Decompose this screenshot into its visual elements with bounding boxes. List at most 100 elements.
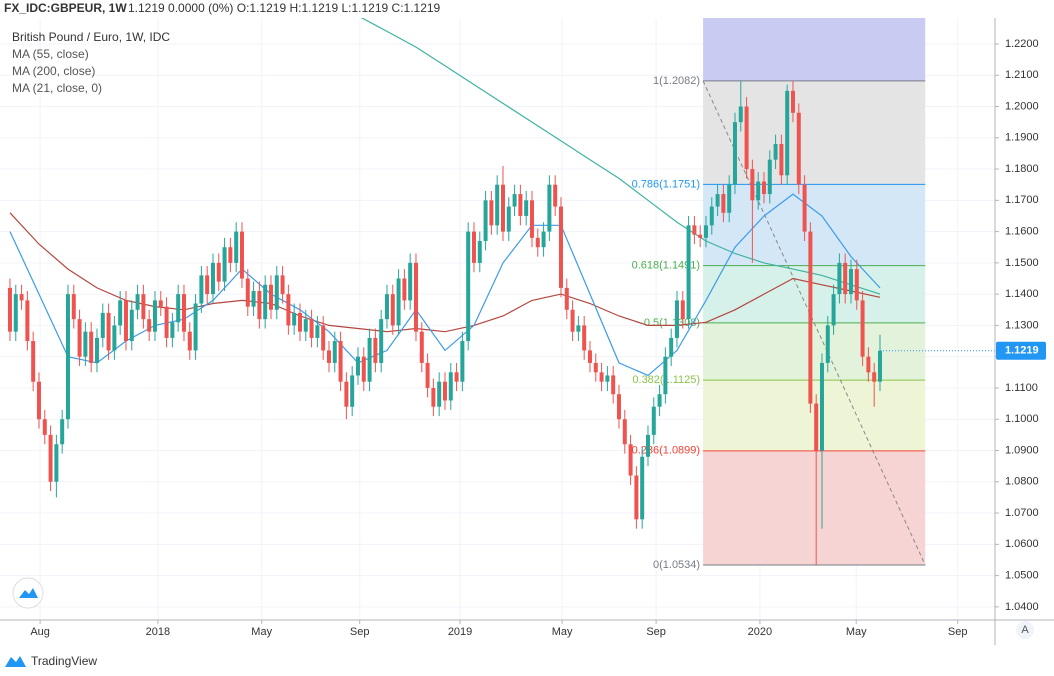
candle-body [77, 319, 82, 357]
candle-body [31, 341, 36, 382]
brand-name: TradingView [31, 654, 97, 668]
candle-body [176, 294, 181, 323]
y-tick-label: 1.1300 [1005, 319, 1039, 331]
candle-body [344, 381, 349, 407]
tv-badge[interactable] [12, 577, 44, 609]
candle-body [761, 181, 766, 195]
candle-body [425, 362, 430, 388]
candle-body [518, 194, 523, 216]
candle-body [158, 300, 163, 307]
candle-body [170, 322, 175, 338]
candle-body [7, 287, 12, 332]
candle-body [582, 325, 587, 351]
candle-body [193, 303, 198, 351]
candle-body [54, 444, 59, 482]
fib-zone [703, 184, 926, 266]
candle-body [42, 419, 47, 435]
fib-label: 0.5(1.1308) [644, 317, 700, 329]
fib-zone [703, 322, 926, 381]
candle-body [825, 325, 830, 363]
candle-body [19, 294, 24, 301]
candle-body [263, 284, 268, 320]
candle-body [738, 106, 743, 123]
y-tick-label: 1.0800 [1005, 476, 1039, 488]
candle-body [222, 247, 227, 282]
x-tick-label: May [251, 626, 272, 638]
candle-body [744, 106, 749, 170]
candle-body [332, 341, 337, 363]
fib-trend-line [702, 80, 926, 566]
fib-label: 0(1.0534) [653, 559, 700, 571]
y-tick-label: 1.1000 [1005, 413, 1039, 425]
x-tick-label: May [846, 626, 867, 638]
candle-body [756, 181, 761, 201]
x-tick-label: 2019 [448, 626, 472, 638]
candle-body [750, 169, 755, 201]
candle-body [355, 356, 360, 376]
y-tick-label: 1.1900 [1005, 132, 1039, 144]
legend-entry: MA (200, close) [12, 64, 95, 78]
candle-body [558, 206, 563, 288]
candle-body [651, 406, 656, 435]
candle-body [779, 144, 784, 176]
candle-body [570, 309, 575, 332]
candle-body [773, 144, 778, 160]
candle-body [680, 300, 685, 320]
y-tick-label: 1.1700 [1005, 194, 1039, 206]
x-tick-label: Sep [646, 626, 666, 638]
candle-body [118, 300, 123, 326]
candle-body [280, 275, 285, 295]
candle-body [181, 294, 186, 332]
candle-body [100, 312, 105, 338]
candle-body [495, 184, 500, 226]
brand-logo [5, 656, 26, 667]
candle-body [268, 284, 273, 310]
candle-body [13, 294, 18, 332]
y-tick-label: 1.0400 [1005, 601, 1039, 613]
button-label[interactable]: A [1021, 624, 1029, 636]
candle-body [599, 372, 604, 382]
candle-body [210, 262, 215, 295]
symbol: FX_IDC:GBPEUR, 1W [4, 1, 127, 15]
candle-body [257, 291, 262, 320]
button-bg[interactable] [1016, 621, 1034, 639]
candle-body [767, 159, 772, 195]
candle-body [657, 394, 662, 407]
candle-body [419, 331, 424, 363]
candle-body [83, 331, 88, 357]
candle-body [36, 381, 41, 420]
candle-body [413, 262, 418, 332]
fib-zone [703, 80, 926, 185]
axes: 1.0400 1.0500 1.0600 1.0700 1.0800 1.0900 1.10… [30, 38, 1046, 638]
candle-body [431, 387, 436, 407]
fib-zone [703, 450, 926, 565]
candle-body [512, 194, 517, 207]
auto-scale-button[interactable]: A [1016, 621, 1034, 639]
y-tick-label: 1.1800 [1005, 163, 1039, 175]
candle-body [692, 225, 697, 235]
candle-body [605, 375, 610, 382]
candle-body [437, 381, 442, 407]
candle-body [338, 341, 343, 382]
candle-body [286, 294, 291, 326]
y-tick-label: 1.1500 [1005, 257, 1039, 269]
candle-body [106, 312, 111, 351]
moving-average [360, 18, 881, 295]
fib-zone [703, 265, 926, 323]
candle-body [367, 337, 372, 382]
x-tick-label: Sep [350, 626, 370, 638]
legend-title: British Pound / Euro, 1W, IDC [12, 30, 170, 44]
candle-body [785, 90, 790, 176]
candle-body [576, 325, 581, 332]
candle-body [483, 200, 488, 241]
candle-body [309, 319, 314, 338]
candle-body [796, 112, 801, 185]
candle-body [466, 231, 471, 342]
x-tick-label: 2018 [146, 626, 170, 638]
candle-body [164, 306, 169, 338]
fib-label: 1(1.2082) [653, 75, 700, 87]
candle-body [808, 231, 813, 404]
candle-body [245, 278, 250, 307]
candle-body [135, 294, 140, 310]
candle-body [802, 184, 807, 232]
